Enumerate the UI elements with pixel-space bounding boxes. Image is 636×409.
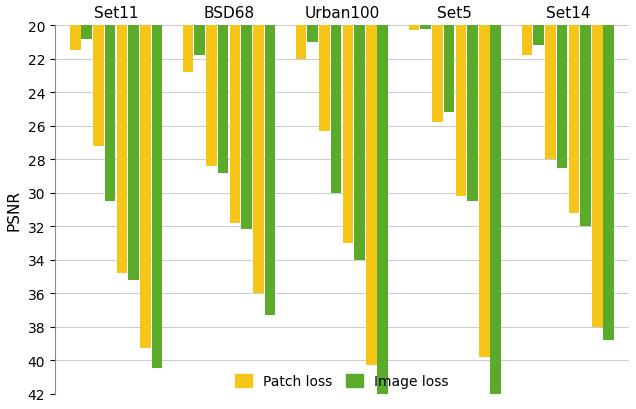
Text: Set11: Set11: [93, 6, 138, 21]
Bar: [230, 26, 240, 223]
Bar: [218, 26, 228, 173]
Bar: [319, 26, 330, 131]
Bar: [533, 26, 544, 46]
Bar: [443, 26, 454, 113]
Bar: [545, 26, 556, 160]
Bar: [420, 26, 431, 29]
Bar: [569, 26, 579, 213]
Bar: [70, 26, 81, 51]
Text: Urban100: Urban100: [305, 6, 380, 21]
Bar: [105, 26, 115, 202]
Bar: [128, 26, 139, 280]
Bar: [490, 26, 501, 397]
Bar: [296, 26, 307, 60]
Bar: [343, 26, 353, 243]
Bar: [183, 26, 193, 73]
Bar: [151, 26, 162, 369]
Bar: [331, 26, 341, 193]
Bar: [265, 26, 275, 315]
Bar: [194, 26, 205, 56]
Bar: [432, 26, 443, 123]
Legend: Patch loss, Image loss: Patch loss, Image loss: [230, 369, 454, 394]
Bar: [592, 26, 603, 327]
Bar: [241, 26, 252, 230]
Bar: [93, 26, 104, 146]
Bar: [455, 26, 466, 197]
Text: Set14: Set14: [546, 6, 590, 21]
Bar: [580, 26, 590, 227]
Bar: [522, 26, 532, 56]
Bar: [307, 26, 318, 43]
Bar: [377, 26, 388, 393]
Bar: [479, 26, 490, 357]
Bar: [354, 26, 364, 260]
Bar: [556, 26, 567, 168]
Bar: [206, 26, 217, 166]
Bar: [409, 26, 419, 31]
Bar: [253, 26, 264, 293]
Y-axis label: PSNR: PSNR: [7, 189, 22, 230]
Bar: [467, 26, 478, 202]
Text: Set5: Set5: [438, 6, 473, 21]
Text: BSD68: BSD68: [204, 6, 254, 21]
Bar: [81, 26, 92, 40]
Bar: [366, 26, 377, 365]
Bar: [604, 26, 614, 340]
Bar: [117, 26, 127, 273]
Bar: [140, 26, 151, 348]
